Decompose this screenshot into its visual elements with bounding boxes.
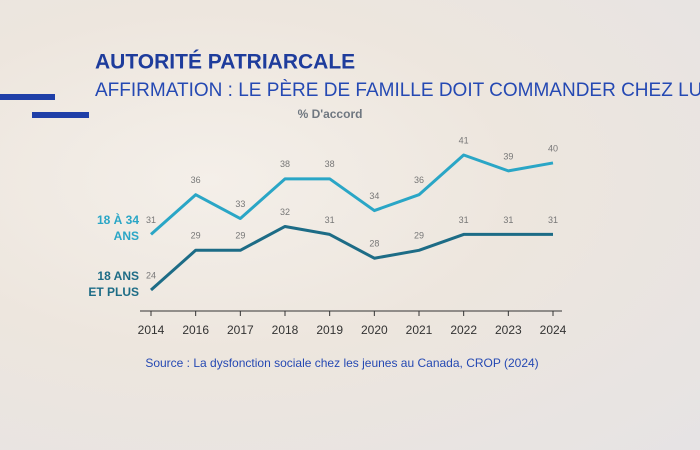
data-label: 36 (191, 175, 201, 185)
data-label: 32 (280, 207, 290, 217)
data-label: 29 (235, 231, 245, 241)
data-label: 28 (369, 239, 379, 249)
legend-label: 18 ANS ET PLUS (88, 269, 139, 299)
x-tick-label: 2014 (138, 323, 165, 337)
data-label: 38 (325, 159, 335, 169)
decor-bar (0, 94, 55, 100)
data-label: 31 (459, 215, 469, 225)
series-line (150, 153, 554, 236)
source: Source : La dysfonction sociale chez les… (145, 356, 538, 370)
data-label: 31 (503, 215, 513, 225)
data-label: 24 (146, 270, 156, 280)
data-label: 40 (548, 143, 558, 153)
data-label: 41 (459, 135, 469, 145)
x-tick-label: 2017 (227, 323, 254, 337)
x-tick-label: 2023 (495, 323, 522, 337)
data-label: 31 (548, 215, 558, 225)
x-tick-label: 2016 (182, 323, 209, 337)
data-label: 33 (235, 199, 245, 209)
decor-bar (32, 112, 89, 118)
data-label: 31 (146, 215, 156, 225)
data-label: 34 (369, 191, 379, 201)
x-tick-label: 2024 (540, 323, 567, 337)
x-tick-label: 2021 (406, 323, 433, 337)
legend-label: 18 À 34 ANS (96, 213, 139, 244)
x-tick-label: 2022 (450, 323, 477, 337)
x-tick-label: 2020 (361, 323, 388, 337)
data-label: 31 (325, 215, 335, 225)
y-label: % D'accord (298, 107, 363, 121)
chart-title: AUTORITÉ PATRIARCALE (95, 51, 355, 74)
data-label: 36 (414, 175, 424, 185)
data-label: 29 (414, 231, 424, 241)
data-label: 39 (503, 151, 513, 161)
series-line (150, 224, 553, 292)
chart-subtitle: AFFIRMATION : LE PÈRE DE FAMILLE DOIT CO… (95, 80, 700, 101)
data-label: 29 (191, 231, 201, 241)
x-tick-label: 2018 (272, 323, 299, 337)
x-tick-label: 2019 (316, 323, 343, 337)
data-label: 38 (280, 159, 290, 169)
